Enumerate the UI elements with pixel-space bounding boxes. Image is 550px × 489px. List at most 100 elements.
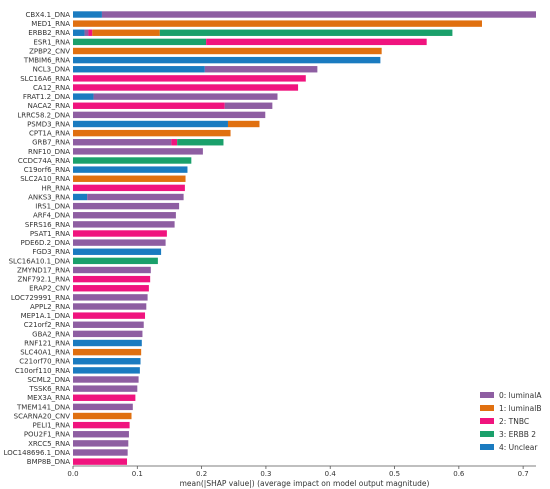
y-tick-label: XRCC5_RNA [28,440,70,448]
bar-segment [73,266,151,274]
y-tick-label: TMEM141_DNA [16,403,70,411]
bar-segment [73,11,102,18]
y-tick-label: GBA2_RNA [32,330,70,338]
bar-segment [73,376,139,383]
y-tick-label: PSMD3_RNA [27,120,70,128]
y-tick-label: BMP8B_DNA [27,458,70,466]
bar-segment [73,330,143,338]
legend-swatch [480,405,494,411]
y-tick-label: CBX4.1_DNA [25,11,70,19]
bar-segment [101,11,536,18]
y-tick-label: SCML2_DNA [27,376,70,384]
bar-segment [73,239,166,246]
y-tick-label: SCARNA20_CNV [14,412,71,420]
y-tick-label: SLC2A10_RNA [20,175,70,183]
y-tick-label: PELI1_RNA [33,422,71,430]
x-tick-label: 0.2 [196,470,207,478]
y-tick-label: CA12_RNA [33,84,70,92]
bar-segment [73,202,180,210]
y-tick-label: ERAP2_CNV [29,285,70,293]
x-tick-label: 0.1 [132,470,143,478]
bar-segment [73,157,192,164]
bar-segment [73,129,231,137]
bar-segment [73,257,158,265]
bar-segment [159,29,453,36]
bar-segment [204,66,318,73]
y-tick-label: PSAT1_RNA [30,230,70,238]
y-tick-label: APPL2_RNA [30,303,70,311]
bar-segment [73,184,185,192]
y-tick-label: ANKS3_RNA [28,193,70,201]
bar-segment [73,148,203,155]
bar-segment [73,56,381,64]
y-tick-label: POU2F1_RNA [24,431,70,439]
y-tick-label: C21orf2_RNA [24,321,70,329]
bar-segment [73,20,482,27]
y-tick-label: SLC16A6_RNA [20,75,70,83]
y-tick-label: MEP1A.1_DNA [21,312,71,320]
legend-label: 3: ERBB 2 [499,430,536,439]
y-tick-label: NCL3_DNA [33,66,71,74]
y-tick-label: C21orf70_RNA [19,358,70,366]
bar-segment [92,29,160,36]
bar-segment [73,84,299,91]
bar-segment [73,367,140,374]
bar-segment [73,358,141,365]
y-tick-label: FGD3_RNA [32,248,70,256]
y-tick-label: SLC40A1_RNA [20,349,70,357]
y-tick-label: FRAT1.2_DNA [23,93,70,101]
x-tick-label: 0.0 [67,470,78,478]
bars-layer [73,11,536,465]
bar-segment [73,285,149,292]
x-tick-label: 0.3 [260,470,271,478]
y-tick-label: LOC148696.1_DNA [4,449,71,457]
bar-segment [73,111,266,119]
y-tick-label: HR_RNA [41,184,70,192]
bar-segment [73,193,88,201]
bar-segment [177,139,224,146]
y-tick-label: SLC16A10.1_DNA [9,257,71,265]
y-tick-label: ERBB2_RNA [28,29,70,37]
bar-segment [73,394,136,401]
bar-segment [73,421,130,429]
bar-segment [73,275,151,283]
bar-segment [73,93,94,100]
y-tick-label: C19orf6_RNA [24,166,70,174]
bar-segment [73,221,175,228]
legend-swatch [480,392,494,398]
bar-segment [73,212,176,219]
y-tick-label: IRS1_DNA [35,203,70,211]
bar-segment [73,312,146,319]
y-tick-labels: CBX4.1_DNAMED1_RNAERBB2_RNAESR1_RNAZPBP2… [4,11,71,466]
y-tick-label: ZMYND17_RNA [17,266,70,274]
y-tick-label: PDE6D.2_DNA [21,239,71,247]
y-tick-label: ESR1_RNA [33,38,70,46]
bar-segment [93,93,278,100]
y-tick-label: MEX3A_RNA [27,394,70,402]
legend-label: 4: Unclear [499,443,538,452]
bar-segment [73,230,167,237]
y-tick-label: LOC729991_RNA [11,294,70,302]
bar-segment [73,385,138,392]
y-tick-label: LRRC58.2_DNA [17,111,70,119]
bar-segment [73,175,186,182]
x-tick-label: 0.4 [325,470,337,478]
y-tick-label: MED1_RNA [31,20,70,28]
bar-segment [171,139,178,146]
y-tick-label: TSSK6_RNA [28,385,70,393]
bar-segment [73,66,205,73]
bar-segment [206,38,427,46]
y-tick-label: RNF10_DNA [28,148,70,156]
bar-segment [73,120,228,128]
bar-segment [73,29,85,36]
bar-segment [73,321,144,328]
y-tick-label: SFRS16_RNA [25,221,70,229]
legend-label: 0: luminalA [499,391,542,400]
bar-segment [73,248,162,255]
bar-segment [73,139,172,146]
bar-segment [73,348,142,356]
legend-label: 1: luminalB [499,404,542,413]
y-tick-label: RNF121_RNA [24,339,70,347]
bar-segment [227,120,260,128]
